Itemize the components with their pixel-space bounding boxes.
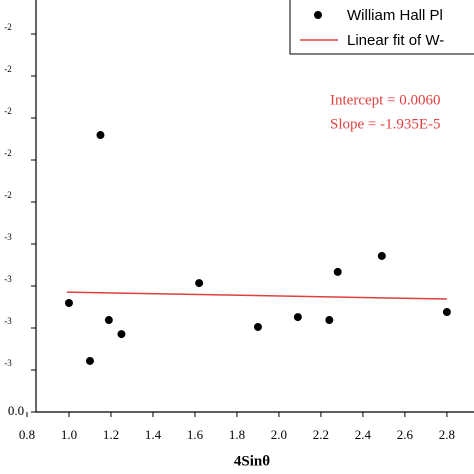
legend-label: Linear fit of W-	[347, 32, 444, 49]
data-point	[117, 330, 126, 339]
legend-label: William Hall Pl	[347, 7, 443, 24]
legend-box	[289, 0, 474, 55]
y-tick-label: -2	[4, 106, 12, 116]
y-tick-label: -2	[4, 22, 12, 32]
x-tick-label: 2.8	[439, 427, 455, 442]
y-tick-label: -2	[4, 148, 12, 158]
data-point	[195, 279, 204, 288]
x-tick-label: 1.0	[61, 427, 77, 442]
y-tick-label: -3	[4, 316, 12, 326]
data-point	[253, 322, 262, 331]
y-tick-label: -2	[4, 190, 12, 200]
annotation: Intercept = 0.0060	[330, 92, 441, 108]
x-tick-label: 2.4	[355, 427, 372, 442]
fit-line	[66, 291, 447, 300]
x-tick-label: 1.6	[187, 427, 204, 442]
y-tick-label: -3	[4, 232, 12, 242]
data-point	[85, 356, 94, 365]
x-tick-label: 2.2	[313, 427, 329, 442]
y-tick-label: -3	[4, 274, 12, 284]
data-point	[104, 316, 113, 325]
y-tick-label: -2	[4, 64, 12, 74]
y-tick-label: 0.0	[8, 403, 24, 418]
x-tick-label: 2.0	[271, 427, 287, 442]
y-tick-label: -3	[4, 358, 12, 368]
x-tick-label: 1.2	[103, 427, 119, 442]
x-axis-label: 4Sinθ	[234, 453, 270, 469]
x-tick-label: 0.8	[19, 427, 35, 442]
annotation: Slope = -1.935E-5	[330, 116, 441, 132]
x-tick-label: 1.8	[229, 427, 245, 442]
data-point	[96, 131, 105, 140]
legend-marker	[314, 11, 322, 19]
data-point	[442, 308, 451, 317]
x-tick-label: 1.4	[145, 427, 162, 442]
data-point	[377, 251, 386, 260]
data-point	[325, 316, 334, 325]
data-point	[293, 313, 302, 322]
data-point	[333, 267, 342, 276]
data-point	[64, 299, 73, 308]
x-tick-label: 2.6	[397, 427, 414, 442]
